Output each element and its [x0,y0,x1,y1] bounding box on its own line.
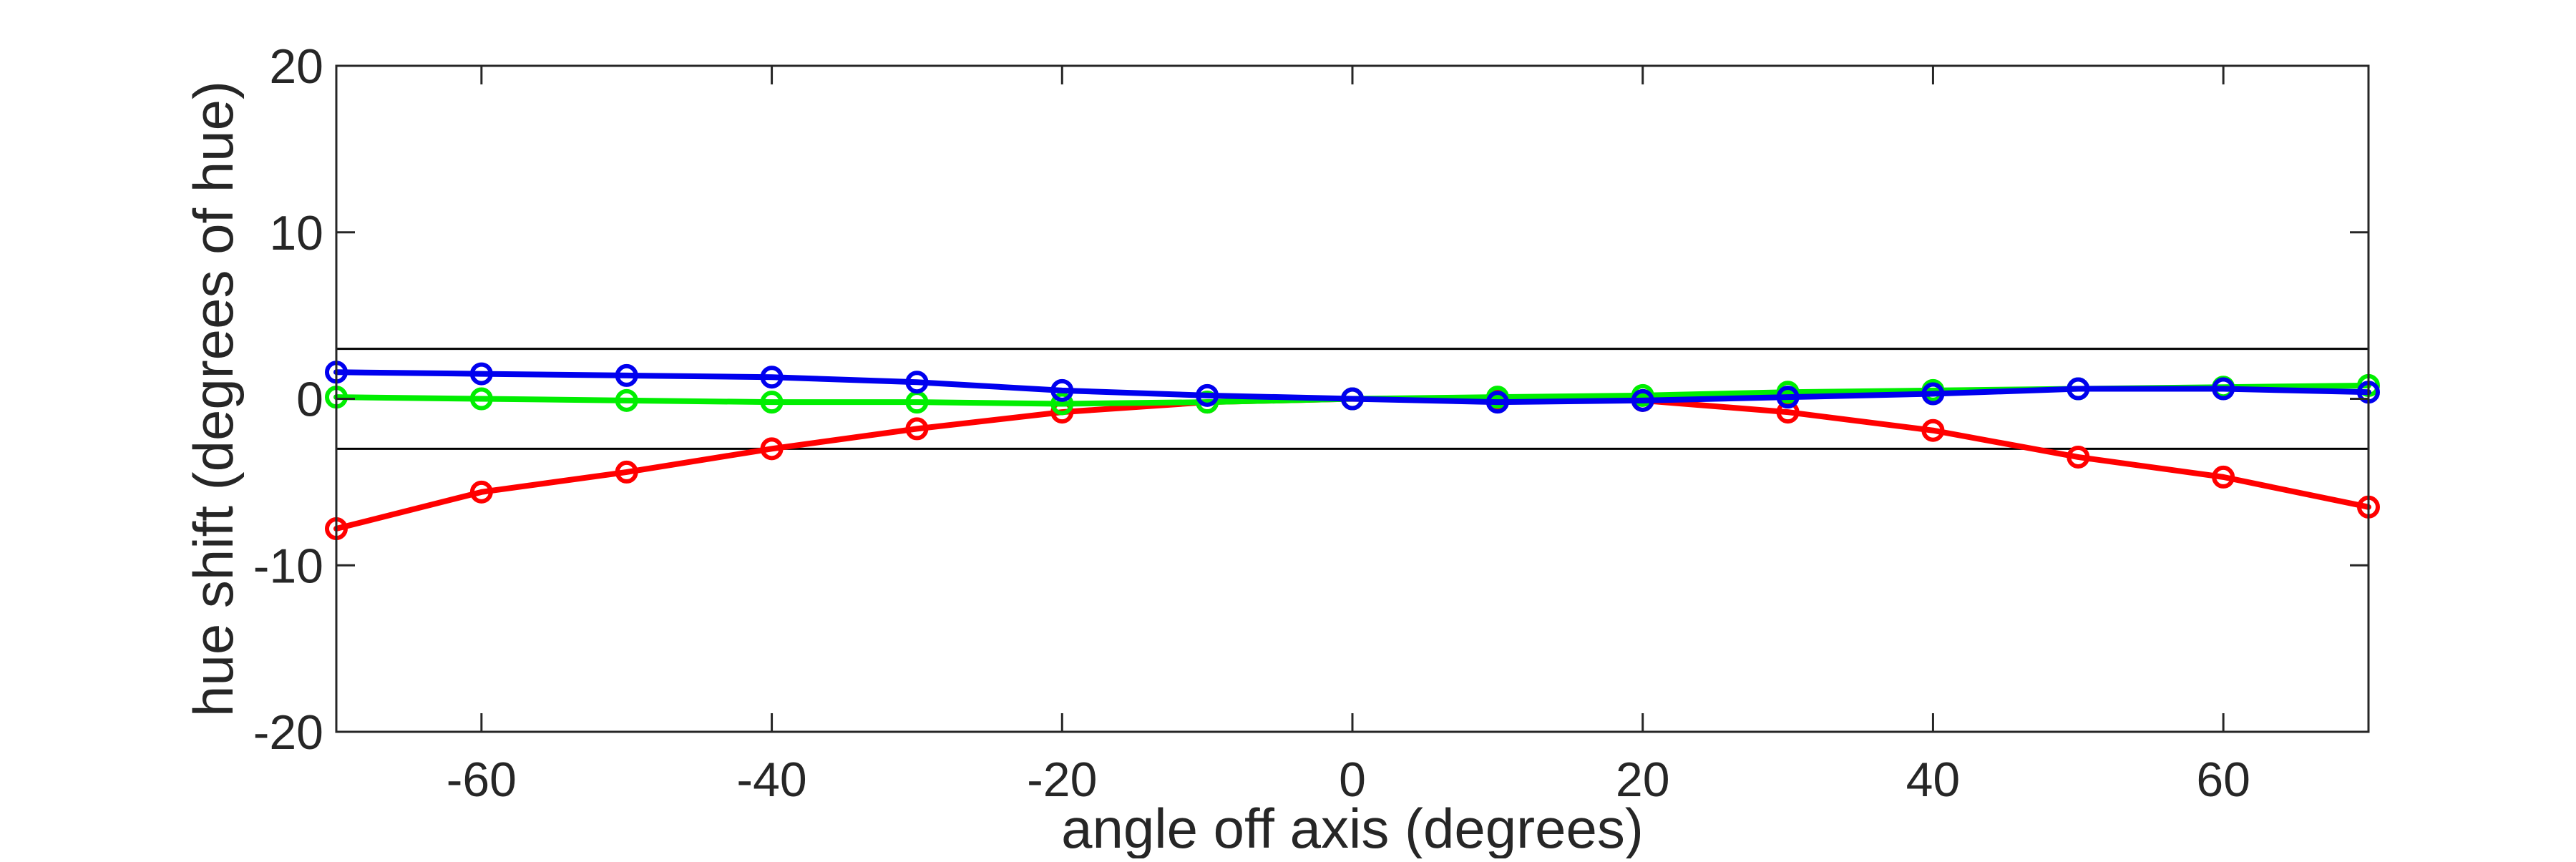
series-1-marker [615,460,638,484]
series-3-marker [615,363,638,387]
y-tick-label: 0 [296,373,323,427]
series-2-marker [760,391,784,414]
series-1-marker [2067,445,2090,469]
series-3-marker [1921,382,1945,406]
y-tick-label: 20 [269,39,323,94]
series-3-marker [469,362,493,386]
series-3-marker [905,371,929,394]
series-line-3 [333,369,2371,406]
y-axis-title: hue shift (degrees of hue) [182,81,245,717]
series-1-marker [905,417,929,441]
x-axis-title: angle off axis (degrees) [1061,797,1644,858]
series-3-marker [2067,377,2090,401]
x-tick-label: 0 [1339,753,1366,807]
series-line-1 [333,396,2371,532]
y-tick-label: -10 [253,539,323,593]
series-2-marker [469,387,493,411]
x-tick-label: 60 [2196,753,2250,807]
series-3-marker [1341,387,1364,411]
series-1-marker [1921,418,1945,442]
x-tick-label: 20 [1616,753,1670,807]
x-tick-label: 40 [1906,753,1961,807]
x-tick-label: -40 [736,753,806,807]
series-3-marker [1050,378,1074,402]
y-tick-label: 10 [269,206,323,260]
series-3-marker [1776,386,1800,409]
series-3-marker [1631,388,1654,412]
series-3-marker [1196,383,1219,407]
series-2-marker [1050,392,1074,416]
y-tick-label: -20 [253,705,323,760]
series-3-marker [760,366,784,389]
series-3-marker [1485,391,1509,414]
series-1-marker [760,437,784,461]
series-1-marker [2212,465,2235,489]
series-1-marker [469,480,493,504]
series-2-marker [615,388,638,412]
x-tick-label: -20 [1027,753,1097,807]
x-tick-label: -60 [447,753,517,807]
series-3-marker [2212,377,2235,401]
